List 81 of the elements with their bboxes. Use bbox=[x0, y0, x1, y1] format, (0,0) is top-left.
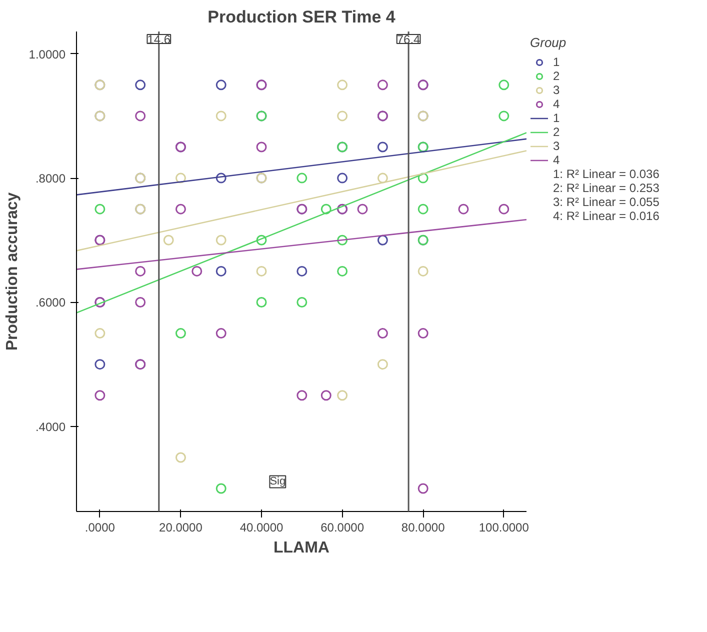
point bbox=[256, 234, 267, 246]
point bbox=[256, 142, 267, 152]
point bbox=[377, 234, 388, 246]
point bbox=[320, 204, 332, 214]
y-axis-title: Production accuracy bbox=[4, 192, 21, 351]
point bbox=[337, 110, 348, 122]
point bbox=[296, 172, 308, 184]
point bbox=[216, 266, 226, 276]
point bbox=[175, 204, 186, 214]
annotation: Sig bbox=[270, 476, 286, 488]
x-axis-title: LLAMA bbox=[274, 540, 330, 556]
point bbox=[175, 172, 186, 184]
text: 3: R² Linear = 0.055 bbox=[553, 195, 660, 209]
point bbox=[256, 296, 267, 308]
legend-label: 1 bbox=[553, 111, 561, 125]
point bbox=[498, 80, 510, 90]
point bbox=[377, 172, 388, 184]
legend-label: 3 bbox=[553, 139, 561, 153]
point bbox=[418, 204, 428, 214]
point bbox=[337, 172, 348, 184]
point bbox=[216, 234, 226, 246]
legend-label: 2 bbox=[553, 125, 561, 139]
point bbox=[337, 80, 348, 90]
point bbox=[498, 204, 510, 214]
point bbox=[135, 296, 146, 308]
point bbox=[418, 328, 428, 339]
point bbox=[135, 266, 146, 276]
point bbox=[135, 110, 146, 122]
point bbox=[216, 172, 226, 184]
point bbox=[175, 452, 186, 463]
x-tick-label: 80.0000 bbox=[401, 520, 446, 534]
point bbox=[296, 296, 308, 308]
point bbox=[175, 328, 186, 339]
text: 1: R² Linear = 0.036 bbox=[553, 167, 660, 181]
point bbox=[458, 204, 469, 214]
ref-line-label: 14.6 bbox=[147, 32, 171, 46]
y-tick-label: 1.0000 bbox=[28, 47, 66, 62]
x-tick-label: 100.0000 bbox=[478, 520, 530, 534]
point bbox=[94, 328, 106, 339]
point bbox=[256, 266, 267, 276]
x-tick-label: 20.0000 bbox=[159, 520, 203, 534]
point bbox=[216, 328, 226, 339]
point bbox=[296, 266, 308, 276]
legend-label: 4 bbox=[553, 97, 561, 111]
point bbox=[357, 204, 368, 214]
point bbox=[216, 483, 226, 494]
point bbox=[216, 110, 226, 122]
point bbox=[377, 359, 388, 370]
point bbox=[94, 204, 106, 214]
point bbox=[498, 110, 510, 122]
x-tick-label: 60.0000 bbox=[320, 520, 364, 534]
text: 4: R² Linear = 0.016 bbox=[553, 209, 660, 223]
point bbox=[320, 390, 332, 401]
legend-label: 1 bbox=[553, 55, 561, 69]
text: 2: R² Linear = 0.253 bbox=[553, 181, 660, 195]
point bbox=[296, 390, 308, 401]
legend-label: 4 bbox=[553, 153, 561, 167]
point bbox=[377, 328, 388, 339]
point bbox=[418, 266, 428, 276]
point bbox=[377, 142, 388, 152]
y-tick-label: .6000 bbox=[35, 296, 66, 310]
point bbox=[418, 172, 428, 184]
x-tick-label: 40.0000 bbox=[240, 520, 284, 534]
point bbox=[337, 390, 348, 401]
point bbox=[94, 359, 106, 370]
point bbox=[163, 234, 174, 246]
legend-title: Group bbox=[530, 35, 568, 50]
x-tick-label: .0000 bbox=[84, 520, 116, 534]
point bbox=[337, 234, 348, 246]
y-tick-label: .8000 bbox=[35, 172, 66, 186]
point bbox=[337, 266, 348, 276]
chart-title: Production SER Time 4 bbox=[208, 8, 396, 26]
point bbox=[135, 80, 146, 90]
point bbox=[94, 390, 106, 401]
point bbox=[216, 80, 226, 90]
legend-label: 2 bbox=[553, 69, 561, 83]
y-tick-label: .4000 bbox=[35, 420, 66, 434]
legend-label: 3 bbox=[553, 83, 561, 97]
point bbox=[192, 266, 202, 276]
point bbox=[377, 80, 388, 90]
point bbox=[418, 483, 428, 494]
